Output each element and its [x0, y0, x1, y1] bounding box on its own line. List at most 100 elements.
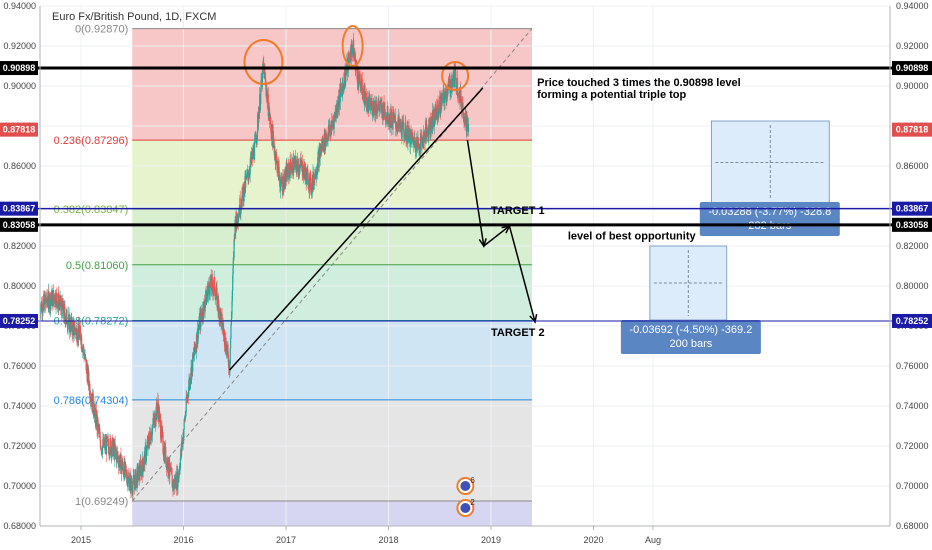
candle-body-1184 — [443, 95, 446, 104]
candle-body-520 — [217, 295, 219, 307]
candle-body-1187 — [444, 92, 447, 100]
candle-body-559 — [230, 324, 232, 339]
candle-body-1165 — [437, 100, 439, 109]
candle-body-187 — [103, 437, 105, 447]
candle-body-143 — [88, 371, 90, 384]
candle-body-587 — [239, 212, 242, 214]
candle-body-1077 — [407, 142, 409, 144]
y-tick-right-4: 0.86000 — [896, 161, 929, 171]
candle-body-487 — [205, 295, 207, 305]
candle-body-200 — [107, 439, 109, 447]
candle-body-359 — [162, 432, 164, 435]
fib-label-2: 0.382(0.83847) — [54, 204, 129, 216]
candle-body-1040 — [394, 115, 396, 122]
candle-body-1126 — [424, 131, 426, 144]
candle-body-915 — [352, 48, 354, 55]
price-label-left-1: 0.87818 — [3, 125, 36, 135]
candle-body-342 — [156, 402, 158, 411]
candle-body-318 — [148, 438, 150, 445]
candle-body-916 — [352, 47, 354, 49]
candle-body-659 — [264, 72, 266, 80]
y-tick-right-6: 0.82000 — [896, 241, 929, 251]
candle-body-1180 — [442, 89, 444, 101]
candle-body-530 — [220, 313, 222, 325]
candle-body-205 — [109, 437, 111, 454]
candle-body-460 — [196, 340, 198, 347]
candle-body-275 — [133, 477, 135, 483]
candle-body-269 — [131, 485, 133, 487]
candle-body-996 — [379, 100, 381, 107]
candle-body-1076 — [407, 125, 409, 144]
candle-body-911 — [350, 45, 352, 61]
candle-body-657 — [263, 69, 266, 79]
candle-body-554 — [228, 360, 230, 372]
candle-body-938 — [359, 83, 362, 91]
candle-body-1254 — [467, 124, 470, 132]
top-circle-0 — [243, 39, 284, 85]
candle-body-1145 — [430, 120, 432, 131]
candle-body-495 — [208, 281, 210, 287]
candle-body-1064 — [402, 121, 405, 130]
candle-body-250 — [124, 462, 127, 465]
candle-body-122 — [81, 337, 83, 349]
candle-body-96 — [72, 322, 74, 326]
candle-body-1011 — [384, 119, 387, 120]
candle-body-782 — [306, 171, 308, 181]
horizontal-levels — [0, 66, 932, 322]
candle-body-613 — [248, 172, 251, 175]
candle-body-328 — [151, 434, 153, 437]
candle-body-72 — [64, 305, 66, 308]
candle-body-642 — [258, 108, 260, 119]
candle-body-1225 — [457, 93, 460, 97]
candle-body-1087 — [410, 134, 412, 136]
candle-body-1108 — [417, 142, 420, 150]
candle-body-748 — [294, 157, 297, 168]
candle-body-1105 — [416, 143, 419, 147]
candle-body-792 — [310, 173, 312, 190]
candle-body-560 — [230, 319, 232, 325]
candle-body-1182 — [443, 91, 445, 100]
candle-body-108 — [76, 328, 78, 342]
candle-body-60 — [59, 295, 62, 308]
candle-body-564 — [232, 275, 234, 291]
candle-body-1239 — [462, 114, 464, 117]
candle-body-904 — [348, 53, 350, 60]
price-label-right-1: 0.87818 — [896, 125, 929, 135]
candle-body-240 — [121, 460, 123, 471]
candle-body-128 — [83, 346, 85, 353]
candle-body-503 — [211, 277, 213, 291]
candle-body-909 — [349, 51, 352, 61]
candle-body-694 — [276, 158, 278, 173]
candle-body-930 — [357, 70, 359, 83]
candle-body-295 — [140, 461, 142, 465]
candle-body-677 — [270, 132, 272, 135]
candle-body-947 — [362, 91, 365, 94]
y-tick-right-7: 0.80000 — [896, 281, 929, 291]
y-tick-right-2: 0.90000 — [896, 81, 929, 91]
candle-body-647 — [260, 80, 262, 91]
price-series — [39, 32, 470, 502]
candle-body-381 — [169, 462, 171, 471]
candle-body-1167 — [438, 111, 440, 115]
candle-body-1164 — [437, 100, 439, 119]
y-tick-right-13: 0.68000 — [896, 521, 929, 531]
candle-body-1099 — [414, 141, 417, 153]
candle-body-963 — [368, 97, 370, 100]
candle-body-95 — [71, 322, 74, 335]
candle-body-608 — [247, 170, 249, 176]
candle-body-566 — [232, 257, 234, 268]
candle-body-733 — [289, 159, 292, 168]
candle-body-968 — [370, 102, 372, 106]
candle-body-45 — [54, 293, 56, 304]
candle-body-88 — [69, 319, 71, 330]
candle-body-855 — [331, 120, 333, 123]
candle-body-749 — [295, 157, 297, 160]
x-tick-0: 2015 — [71, 535, 91, 545]
candle-body-1117 — [421, 136, 423, 143]
candle-body-268 — [130, 477, 133, 486]
candle-body-425 — [184, 415, 186, 421]
candle-body-249 — [124, 462, 126, 472]
event-badge-count-1: 2 — [470, 498, 475, 507]
candle-body-718 — [284, 169, 286, 182]
